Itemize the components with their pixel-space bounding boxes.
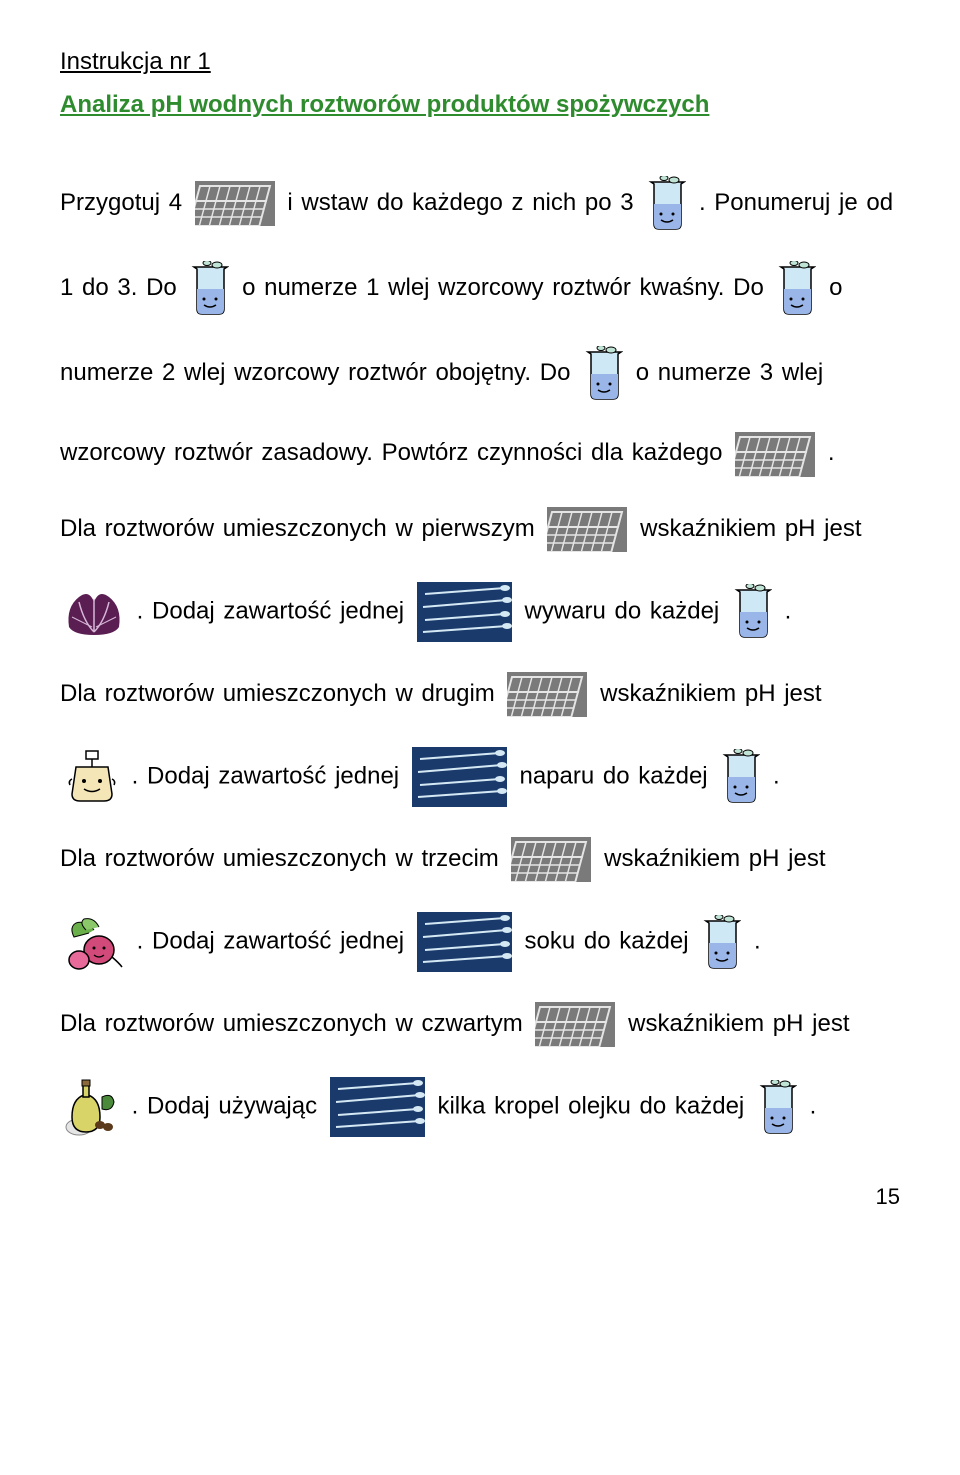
rack-icon <box>511 837 591 882</box>
text: . <box>828 439 835 466</box>
instruction-body: numerze 2 wlej wzorcowy roztwór obojętny… <box>60 346 900 401</box>
text: . <box>773 762 780 789</box>
beaker-icon <box>583 346 623 401</box>
instruction-body: . Dodaj zawartość jednej naparu do każde… <box>60 747 900 807</box>
beaker-icon <box>776 261 816 316</box>
beaker-icon <box>189 261 229 316</box>
text: wskaźnikiem pH jest <box>604 845 825 872</box>
text: . Dodaj używając <box>132 1093 326 1120</box>
instruction-body: Dla roztworów umieszczonych w trzecim ws… <box>60 837 900 882</box>
text: wskaźnikiem pH jest <box>628 1010 849 1037</box>
text: numerze 2 wlej wzorcowy roztwór obojętny… <box>60 359 579 386</box>
instruction-number: Instrukcja nr 1 <box>60 40 900 83</box>
oil-bottle-icon <box>64 1077 119 1137</box>
text: o <box>829 274 842 301</box>
text: 1 do 3. Do <box>60 274 185 301</box>
beaker-icon <box>701 915 741 970</box>
text: Dla roztworów umieszczonych w trzecim <box>60 845 507 872</box>
text: o numerze 1 wlej wzorcowy roztwór kwaśny… <box>242 274 772 301</box>
text: wzorcowy roztwór zasadowy. Powtórz czynn… <box>60 439 731 466</box>
text: i wstaw do każdego z nich po 3 <box>287 189 642 216</box>
text: . Dodaj zawartość jednej <box>137 927 413 954</box>
instruction-body: wzorcowy roztwór zasadowy. Powtórz czynn… <box>60 431 900 476</box>
rack-icon <box>195 181 275 226</box>
text: Przygotuj 4 <box>60 189 191 216</box>
text: . <box>754 927 761 954</box>
rack-icon <box>735 432 815 477</box>
instruction-body: . Dodaj używając kilka kropel olejku do … <box>60 1077 900 1137</box>
instruction-title: Analiza pH wodnych roztworów produktów s… <box>60 83 900 126</box>
teabag-icon <box>64 749 119 804</box>
cabbage-icon <box>64 587 124 637</box>
text: o numerze 3 wlej <box>636 359 823 386</box>
text: wskaźnikiem pH jest <box>640 515 861 542</box>
pipettes-icon <box>412 747 507 807</box>
instruction-body: Dla roztworów umieszczonych w pierwszym … <box>60 507 900 552</box>
text: Dla roztworów umieszczonych w pierwszym <box>60 515 543 542</box>
text: wskaźnikiem pH jest <box>600 680 821 707</box>
instruction-body: Dla roztworów umieszczonych w drugim wsk… <box>60 672 900 717</box>
text: . Dodaj zawartość jednej <box>132 762 408 789</box>
instruction-body: Przygotuj 4 i wstaw do każdego z nich po… <box>60 176 900 231</box>
text: . Ponumeruj je od <box>699 189 893 216</box>
instruction-body: 1 do 3. Do o numerze 1 wlej wzorcowy roz… <box>60 261 900 316</box>
text: . Dodaj zawartość jednej <box>137 597 413 624</box>
text: soku do każdej <box>524 927 697 954</box>
instruction-body: . Dodaj zawartość jednej soku do każdej … <box>60 912 900 972</box>
beaker-icon <box>757 1080 797 1135</box>
text: . <box>785 597 792 624</box>
instruction-body: . Dodaj zawartość jednej wywaru do każde… <box>60 582 900 642</box>
beaker-icon <box>646 176 686 231</box>
beaker-icon <box>732 584 772 639</box>
text: . <box>810 1093 817 1120</box>
pipettes-icon <box>330 1077 425 1137</box>
text: Dla roztworów umieszczonych w drugim <box>60 680 503 707</box>
radish-icon <box>64 915 124 970</box>
pipettes-icon <box>417 912 512 972</box>
text: Dla roztworów umieszczonych w czwartym <box>60 1010 531 1037</box>
page-number: 15 <box>60 1177 900 1217</box>
text: naparu do każdej <box>519 762 716 789</box>
instruction-body: Dla roztworów umieszczonych w czwartym w… <box>60 1002 900 1047</box>
rack-icon <box>547 507 627 552</box>
text: kilka kropel olejku do każdej <box>437 1093 753 1120</box>
pipettes-icon <box>417 582 512 642</box>
text: wywaru do każdej <box>524 597 727 624</box>
beaker-icon <box>720 749 760 804</box>
rack-icon <box>535 1002 615 1047</box>
rack-icon <box>507 672 587 717</box>
